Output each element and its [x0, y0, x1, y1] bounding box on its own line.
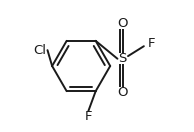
- Text: F: F: [147, 37, 155, 50]
- Text: F: F: [85, 110, 92, 123]
- Text: Cl: Cl: [34, 44, 47, 57]
- Text: O: O: [118, 86, 128, 99]
- Text: S: S: [119, 52, 127, 65]
- Text: O: O: [118, 17, 128, 30]
